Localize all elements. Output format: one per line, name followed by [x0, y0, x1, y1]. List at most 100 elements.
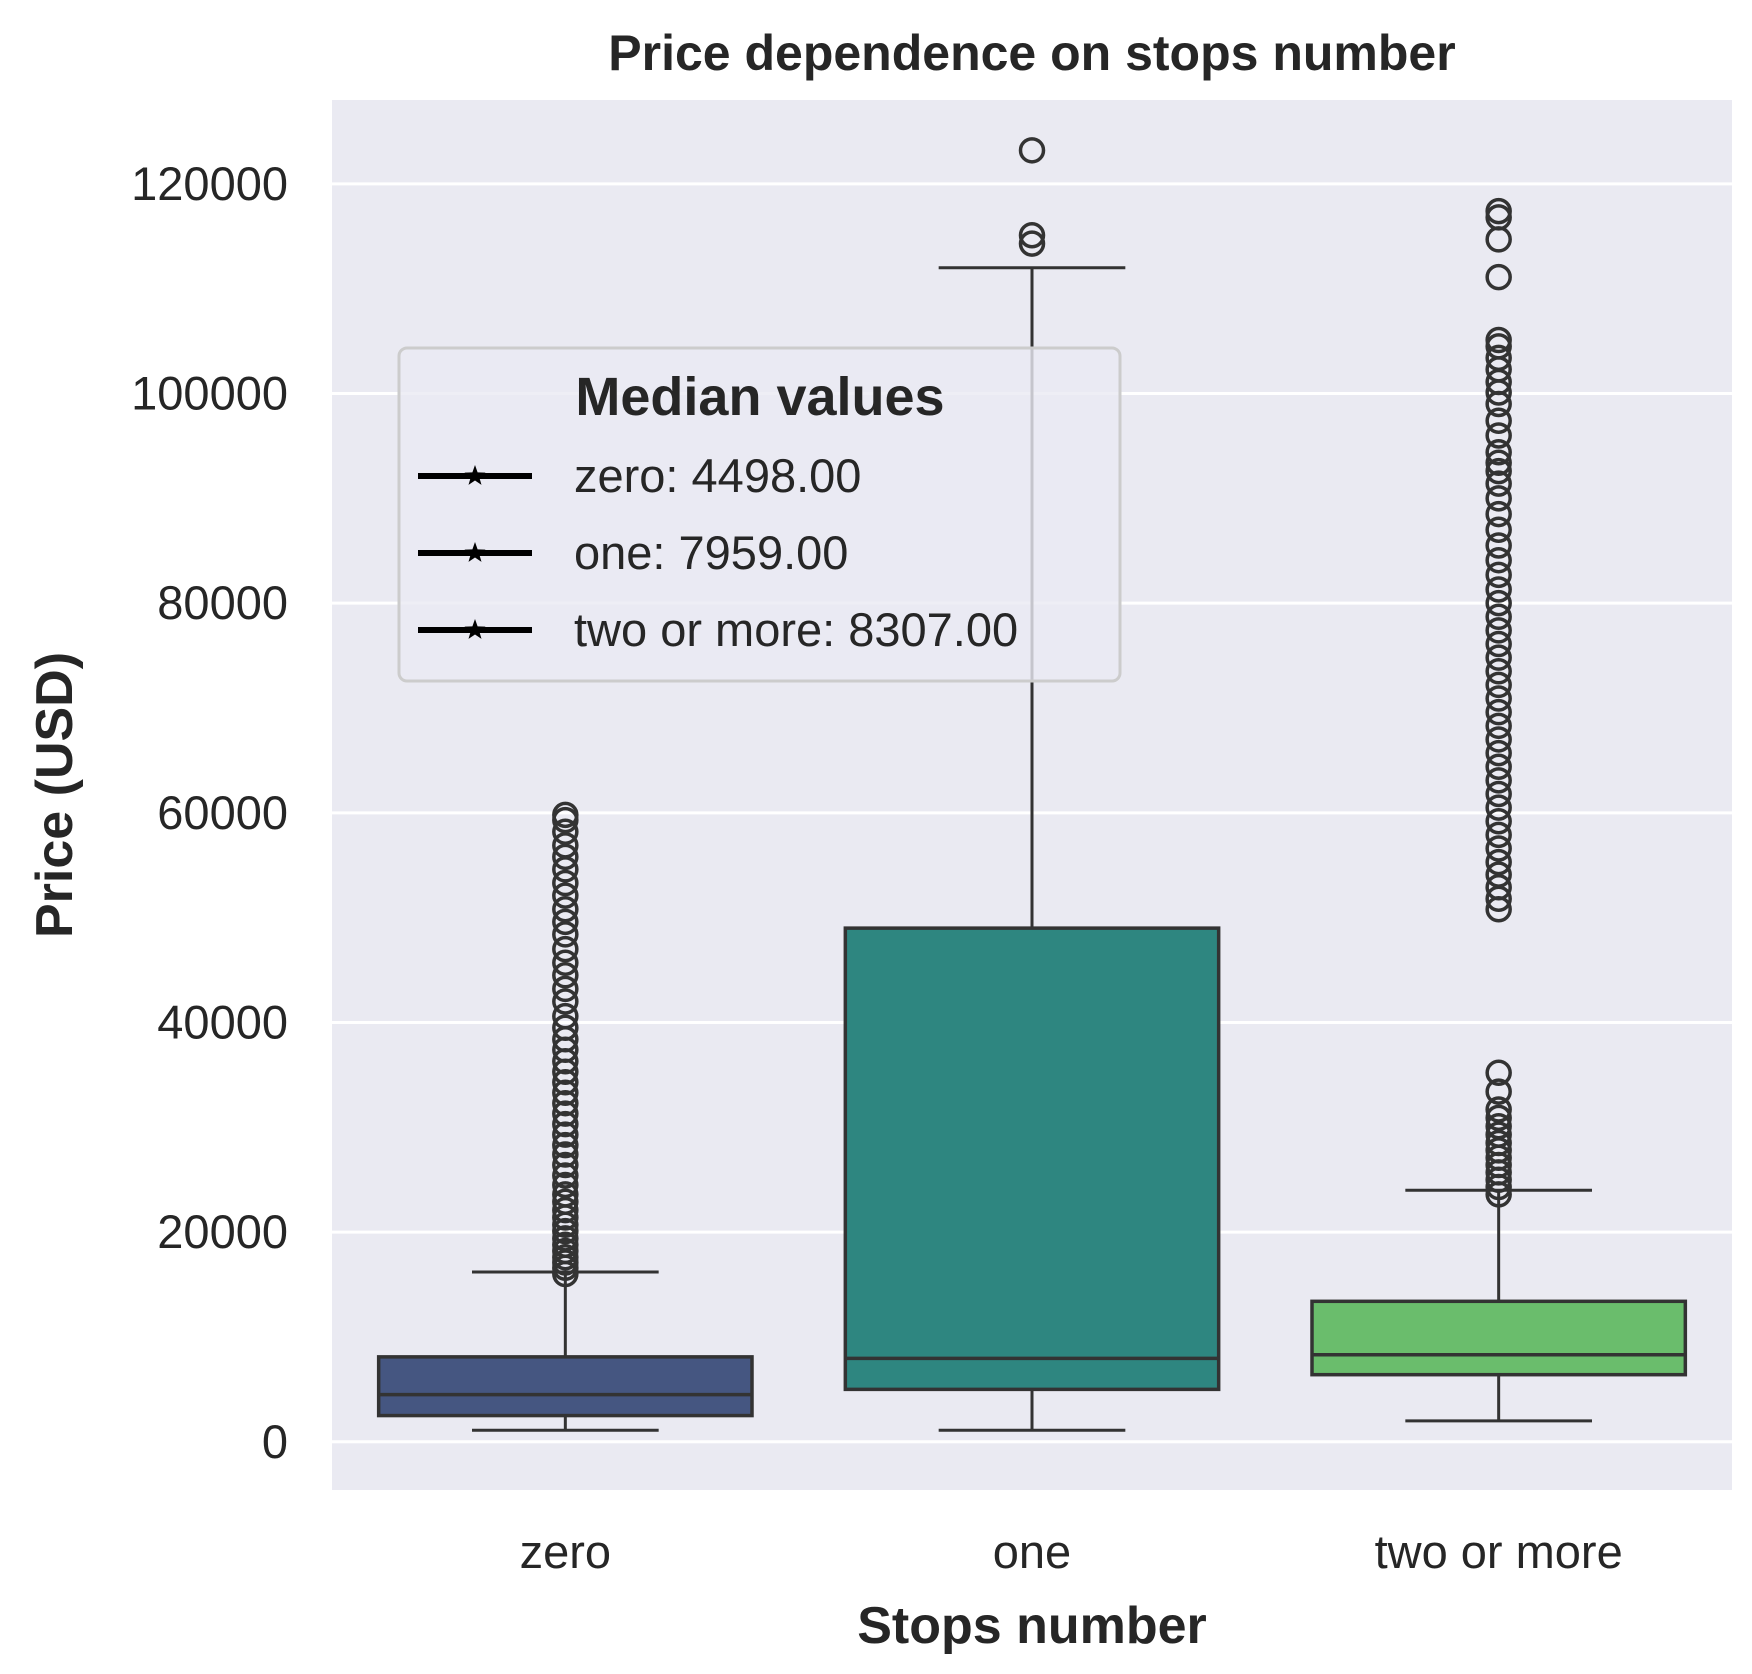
outlier-point [1018, 221, 1046, 249]
outlier-point [1485, 438, 1512, 466]
outlier-point [552, 921, 579, 948]
outlier-point [552, 1110, 579, 1138]
outlier-point [552, 1002, 579, 1030]
legend-entry: zero: 4498.00 [418, 449, 861, 502]
outlier-point [552, 962, 579, 989]
outlier-point [1485, 807, 1512, 835]
box [376, 1355, 754, 1418]
outlier-point [1485, 407, 1512, 435]
outlier-point [552, 949, 579, 976]
outlier-point [1485, 685, 1512, 712]
outlier-point [1485, 500, 1512, 528]
box-group-one [843, 137, 1221, 1432]
outlier-point [1485, 603, 1512, 631]
x-tick-label: two or more [1375, 1525, 1623, 1578]
legend-entry-label: one: 7959.00 [574, 526, 848, 579]
y-axis-label: Price (USD) [26, 652, 84, 938]
outlier-point [1485, 861, 1512, 888]
outlier-point [1485, 263, 1512, 291]
outlier-point [1485, 485, 1512, 512]
outlier-point [552, 975, 579, 1003]
outlier-point [1485, 326, 1512, 354]
legend-title: Median values [575, 367, 944, 427]
y-axis-ticks: 0 20000 40000 60000 80000 100000 120000 [131, 157, 288, 1468]
outlier-point [552, 1100, 579, 1127]
box-group-zero [376, 801, 754, 1432]
outlier-point [552, 1162, 579, 1189]
outlier-point [1485, 576, 1512, 603]
outlier-point [552, 988, 579, 1015]
outlier-point [1485, 589, 1512, 617]
outlier-point [552, 882, 579, 909]
outlier-point [1485, 457, 1512, 485]
outlier-point [552, 1014, 579, 1041]
outlier-point [1485, 671, 1512, 699]
outlier-point [552, 843, 579, 871]
box [843, 926, 1221, 1392]
box-group-two-or-more [1310, 197, 1688, 1423]
box [1310, 1299, 1688, 1377]
legend: Median values zero: 4498.00 one: 7959.00 t… [397, 346, 1122, 683]
outlier-point [1485, 794, 1512, 821]
outlier-point [1485, 449, 1512, 476]
outlier-point [552, 1225, 579, 1252]
outlier-point [552, 1196, 579, 1224]
outlier-point [552, 1171, 579, 1199]
outlier-point [552, 1068, 579, 1096]
star-icon [464, 619, 486, 639]
outlier-point [1018, 137, 1046, 164]
outlier-point [1485, 1104, 1512, 1132]
legend-entry-label: zero: 4498.00 [574, 449, 861, 502]
outlier-point [1485, 753, 1512, 780]
y-tick-label: 40000 [157, 995, 288, 1048]
outlier-point [552, 935, 579, 963]
outlier-point [1485, 470, 1512, 497]
outlier-point [552, 1188, 579, 1215]
legend-entries: zero: 4498.00 one: 7959.00 two or more: 83… [418, 449, 1018, 656]
outlier-point [1485, 712, 1512, 740]
outlier-point [1485, 561, 1512, 589]
outlier-point [1485, 1129, 1512, 1157]
outlier-point [1485, 422, 1512, 449]
outlier-point [1485, 698, 1512, 726]
x-axis-label: Stops number [857, 1597, 1207, 1655]
outlier-point [1485, 344, 1512, 372]
outlier-point [1485, 726, 1512, 753]
legend-box [397, 346, 1122, 683]
star-icon [464, 542, 486, 562]
y-tick-label: 80000 [157, 576, 288, 629]
outlier-point [552, 908, 579, 936]
outlier-point [1485, 1121, 1512, 1148]
x-tick-label: one [993, 1525, 1071, 1578]
outlier-point [1018, 230, 1046, 257]
outlier-point [1485, 617, 1512, 644]
outlier-point [1485, 821, 1512, 849]
outlier-point [552, 1079, 579, 1106]
outlier-point [1485, 197, 1512, 225]
outlier-point [1485, 516, 1512, 544]
outlier-point [1485, 1059, 1512, 1087]
outlier-point [552, 801, 579, 829]
outlier-point [552, 1141, 579, 1168]
outlier-point [552, 896, 579, 923]
x-axis-ticks: zero one two or more [520, 1525, 1623, 1578]
outlier-point [1485, 658, 1512, 685]
outlier-point [1485, 739, 1512, 767]
outlier-point [1485, 546, 1512, 574]
outlier-point [1485, 1096, 1512, 1123]
legend-entry: two or more: 8307.00 [418, 603, 1018, 656]
x-tick-label: zero [520, 1525, 611, 1578]
chart-title: Price dependence on stops number [608, 25, 1455, 81]
outlier-point [552, 1131, 579, 1159]
outlier-point [1485, 780, 1512, 808]
outlier-point [1485, 848, 1512, 876]
outlier-point [1485, 873, 1512, 901]
outlier-point [1485, 1113, 1512, 1140]
box-series [376, 137, 1688, 1432]
y-tick-label: 0 [262, 1415, 288, 1468]
legend-entry: one: 7959.00 [418, 526, 848, 579]
outlier-point [1485, 630, 1512, 658]
outlier-point [552, 1089, 579, 1117]
